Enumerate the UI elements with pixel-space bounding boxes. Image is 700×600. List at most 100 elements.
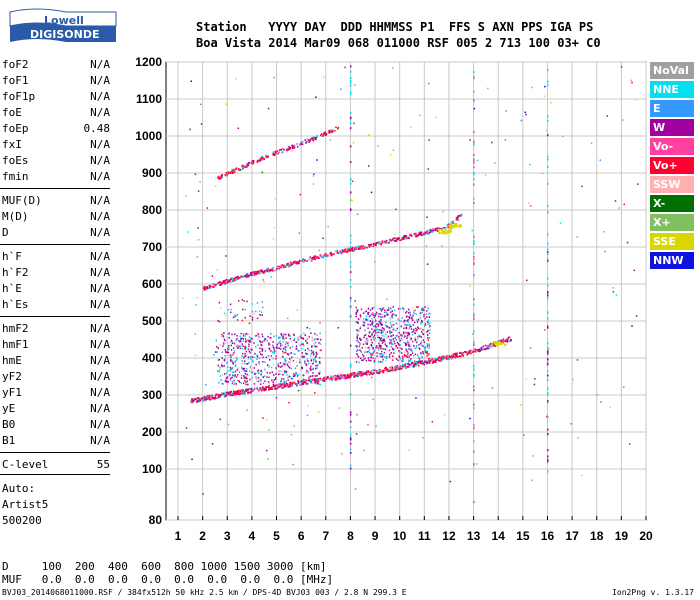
spread-echo xyxy=(248,361,250,364)
spread-echo xyxy=(376,334,379,337)
x-tick-label: 17 xyxy=(565,529,579,543)
noise-point xyxy=(449,480,452,483)
sse-echo xyxy=(496,344,499,347)
spread-echo xyxy=(289,347,291,349)
spread-echo xyxy=(285,350,287,352)
param-foes: foEs N/A xyxy=(2,154,110,168)
echo-point xyxy=(194,399,196,402)
spread-echo xyxy=(259,383,262,385)
echo-point xyxy=(297,261,299,263)
echo-point xyxy=(383,240,386,243)
echo-point xyxy=(226,172,229,175)
echo-point xyxy=(205,287,208,289)
spread-echo xyxy=(295,341,298,344)
interference-point xyxy=(546,458,549,461)
echo-point xyxy=(219,283,222,286)
interference-point xyxy=(546,317,549,320)
spread-echo xyxy=(357,334,359,336)
noise-point xyxy=(246,409,248,411)
spread-echo xyxy=(408,345,410,347)
spread-echo xyxy=(403,321,405,323)
echo-point xyxy=(300,143,303,146)
echo-point xyxy=(232,171,235,173)
spread-echo xyxy=(236,313,239,316)
echo-point xyxy=(190,401,193,403)
spread-echo xyxy=(261,350,263,352)
noise-point xyxy=(631,325,633,327)
interference-point xyxy=(473,143,475,146)
spread-echo xyxy=(259,379,261,381)
echo-point xyxy=(396,367,398,369)
spread-echo xyxy=(356,309,359,311)
spread-echo xyxy=(283,372,285,375)
noise-point xyxy=(420,327,423,329)
echo-point xyxy=(323,380,326,382)
spread-echo xyxy=(231,340,233,343)
spread-echo xyxy=(217,320,219,322)
spread-echo xyxy=(298,373,300,376)
echo-point xyxy=(271,267,274,270)
spread-echo xyxy=(418,347,420,349)
spread-echo xyxy=(223,332,225,334)
legend-voplus: Vo+ xyxy=(650,157,694,174)
echo-point xyxy=(219,282,222,285)
echo-point xyxy=(452,220,455,223)
spread-echo xyxy=(374,314,377,317)
echo-point xyxy=(360,372,363,375)
echo-point xyxy=(337,377,339,380)
echo-point xyxy=(313,136,316,139)
spread-echo xyxy=(306,342,309,344)
echo-point xyxy=(246,389,249,392)
echo-point xyxy=(209,395,212,398)
spread-echo xyxy=(263,339,266,342)
echo-point xyxy=(391,368,394,371)
spread-echo xyxy=(270,350,272,352)
interference-point xyxy=(349,265,352,268)
spread-echo xyxy=(315,353,318,355)
spread-echo xyxy=(367,313,369,315)
spread-echo xyxy=(311,340,313,342)
echo-point xyxy=(361,373,363,376)
echo-point xyxy=(379,370,381,373)
noise-point xyxy=(191,458,193,461)
spread-echo xyxy=(231,382,234,385)
spread-echo xyxy=(264,368,266,371)
echo-point xyxy=(471,350,474,352)
noise-point xyxy=(195,304,197,306)
echo-point xyxy=(399,365,402,367)
spread-echo xyxy=(411,331,413,333)
echo-point xyxy=(313,378,315,380)
spread-echo xyxy=(314,375,317,377)
param-name: yE xyxy=(2,402,16,415)
spread-echo xyxy=(295,361,298,363)
echo-point xyxy=(319,377,322,380)
echo-point xyxy=(392,237,395,240)
spread-echo xyxy=(376,323,378,325)
param-value: 0.48 xyxy=(83,122,111,135)
spread-echo xyxy=(364,334,367,336)
echo-point xyxy=(366,371,368,373)
param-hf: h`F N/A xyxy=(2,250,110,264)
spread-echo xyxy=(313,352,315,355)
spread-echo xyxy=(356,310,358,312)
echo-point xyxy=(224,279,226,282)
echo-point xyxy=(229,391,232,394)
spread-echo xyxy=(379,322,381,324)
spread-echo xyxy=(297,349,299,352)
interference-point xyxy=(349,436,352,439)
spread-echo xyxy=(279,370,281,372)
spread-echo xyxy=(287,376,289,379)
echo-point xyxy=(219,394,222,396)
echo-point xyxy=(280,148,283,151)
spread-echo xyxy=(429,322,431,324)
echo-point xyxy=(221,282,223,284)
noise-point xyxy=(550,101,552,104)
spread-echo xyxy=(215,339,217,342)
spread-echo xyxy=(366,351,369,353)
noise-point xyxy=(352,141,355,144)
spread-echo xyxy=(243,376,245,378)
echo-point xyxy=(341,250,344,252)
noise-point xyxy=(576,359,579,361)
spread-echo xyxy=(381,316,383,318)
legend-xminus: X- xyxy=(650,195,694,212)
